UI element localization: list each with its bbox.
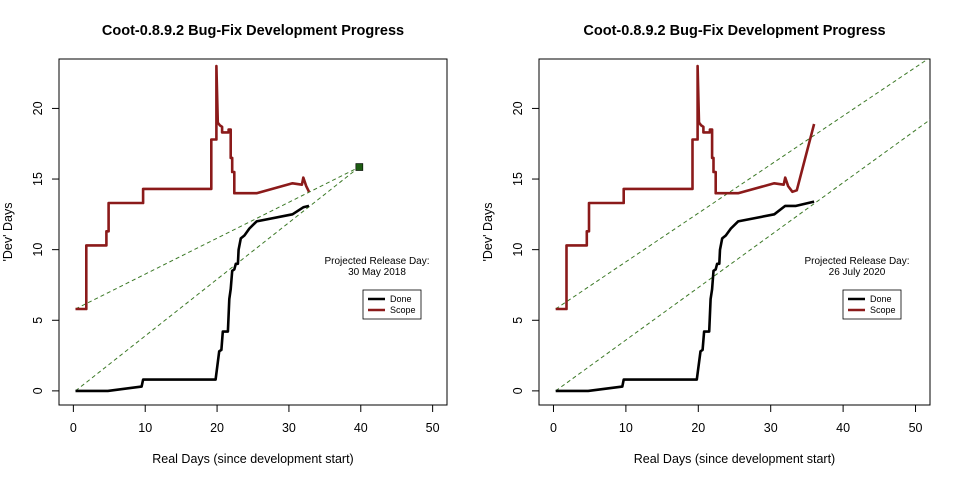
x-tick-label: 50 bbox=[426, 421, 440, 435]
y-tick-label: 10 bbox=[31, 243, 45, 257]
x-tick-label: 40 bbox=[836, 421, 850, 435]
chart-title: Coot-0.8.9.2 Bug-Fix Development Progres… bbox=[102, 23, 404, 39]
plot-area bbox=[555, 59, 930, 393]
projected-release-label: Projected Release Day: bbox=[804, 256, 909, 267]
y-axis-label: 'Dev' Days bbox=[1, 203, 15, 262]
chart-title: Coot-0.8.9.2 Bug-Fix Development Progres… bbox=[583, 23, 885, 39]
y-tick-label: 15 bbox=[31, 172, 45, 186]
y-tick-label: 5 bbox=[31, 317, 45, 324]
y-tick-label: 20 bbox=[511, 101, 525, 115]
projected-release-label: Projected Release Day: bbox=[324, 256, 429, 267]
projected-release-date: 30 May 2018 bbox=[348, 267, 406, 278]
y-tick-label: 10 bbox=[511, 243, 525, 257]
x-tick-label: 40 bbox=[354, 421, 368, 435]
plot-area bbox=[75, 64, 360, 393]
projection-line bbox=[555, 59, 929, 310]
x-tick-label: 0 bbox=[550, 421, 557, 435]
legend-label-done: Done bbox=[870, 294, 892, 304]
x-axis-label: Real Days (since development start) bbox=[152, 452, 353, 466]
y-tick-label: 0 bbox=[511, 387, 525, 394]
projected-release-date: 26 July 2020 bbox=[829, 267, 886, 278]
y-axis-label: 'Dev' Days bbox=[481, 203, 495, 262]
chart-panel-right: Coot-0.8.9.2 Bug-Fix Development Progres… bbox=[481, 23, 931, 466]
x-axis-label: Real Days (since development start) bbox=[634, 452, 835, 466]
y-tick-label: 20 bbox=[31, 101, 45, 115]
series-line-scope bbox=[75, 64, 311, 311]
x-tick-label: 20 bbox=[691, 421, 705, 435]
plot-frame bbox=[538, 58, 931, 406]
projection-line bbox=[75, 166, 360, 310]
plot-frame bbox=[58, 58, 448, 406]
y-tick-label: 15 bbox=[511, 172, 525, 186]
x-tick-label: 50 bbox=[909, 421, 923, 435]
series-line-scope bbox=[555, 64, 816, 311]
series-line-done bbox=[75, 204, 310, 393]
y-tick-label: 5 bbox=[511, 317, 525, 324]
legend-box bbox=[842, 289, 902, 320]
chart-panel-left: Coot-0.8.9.2 Bug-Fix Development Progres… bbox=[1, 23, 448, 466]
legend-label-done: Done bbox=[390, 294, 412, 304]
x-tick-label: 10 bbox=[619, 421, 633, 435]
x-tick-label: 30 bbox=[764, 421, 778, 435]
x-tick-label: 0 bbox=[70, 421, 77, 435]
legend-box bbox=[362, 289, 422, 320]
x-tick-label: 20 bbox=[210, 421, 224, 435]
projection-line bbox=[555, 119, 930, 392]
projection-line bbox=[75, 166, 360, 392]
x-tick-label: 30 bbox=[282, 421, 296, 435]
release-marker bbox=[355, 163, 364, 171]
y-tick-label: 0 bbox=[31, 387, 45, 394]
x-tick-label: 10 bbox=[138, 421, 152, 435]
legend-label-scope: Scope bbox=[870, 305, 896, 315]
series-line-done bbox=[555, 200, 815, 393]
legend-label-scope: Scope bbox=[390, 305, 416, 315]
